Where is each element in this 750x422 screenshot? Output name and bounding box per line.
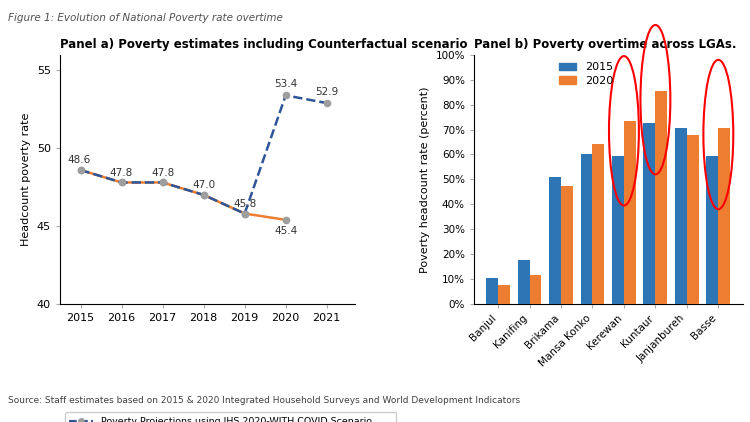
Bar <box>656 91 668 304</box>
Text: 45.8: 45.8 <box>233 199 256 208</box>
Bar <box>675 128 687 304</box>
Bar <box>706 156 718 304</box>
Text: Figure 1: Evolution of National Poverty rate overtime: Figure 1: Evolution of National Poverty … <box>8 13 282 23</box>
Bar <box>518 260 530 304</box>
Text: 53.4: 53.4 <box>274 79 297 89</box>
Bar <box>498 285 510 304</box>
Bar <box>644 123 656 304</box>
Bar <box>549 177 561 304</box>
Legend: 2015, 2020: 2015, 2020 <box>555 58 617 90</box>
Text: Panel b) Poverty overtime across LGAs.: Panel b) Poverty overtime across LGAs. <box>474 38 736 51</box>
Bar <box>612 156 624 304</box>
Text: 47.8: 47.8 <box>151 168 174 178</box>
Text: 48.6: 48.6 <box>68 155 91 165</box>
Bar <box>592 144 604 304</box>
Text: 45.4: 45.4 <box>274 226 297 236</box>
Text: 47.8: 47.8 <box>110 168 134 178</box>
Text: Source: Staff estimates based on 2015 & 2020 Integrated Household Surveys and Wo: Source: Staff estimates based on 2015 & … <box>8 396 520 405</box>
Bar <box>718 128 730 304</box>
Bar <box>624 121 636 304</box>
Text: 47.0: 47.0 <box>192 180 215 190</box>
Bar <box>530 275 542 304</box>
Y-axis label: Headcount poverty rate: Headcount poverty rate <box>21 113 32 246</box>
Text: 52.9: 52.9 <box>315 87 338 97</box>
Y-axis label: Poverty headcount rate (percent): Poverty headcount rate (percent) <box>420 86 430 273</box>
Bar <box>561 186 573 304</box>
Text: Panel a) Poverty estimates including Counterfactual scenario: Panel a) Poverty estimates including Cou… <box>60 38 467 51</box>
Bar <box>486 278 498 304</box>
Bar <box>687 135 699 304</box>
Legend: Poverty Projections using IHS 2020-WITH COVID Scenario, Poverty Projections usin: Poverty Projections using IHS 2020-WITH … <box>64 412 397 422</box>
Bar <box>580 154 592 304</box>
